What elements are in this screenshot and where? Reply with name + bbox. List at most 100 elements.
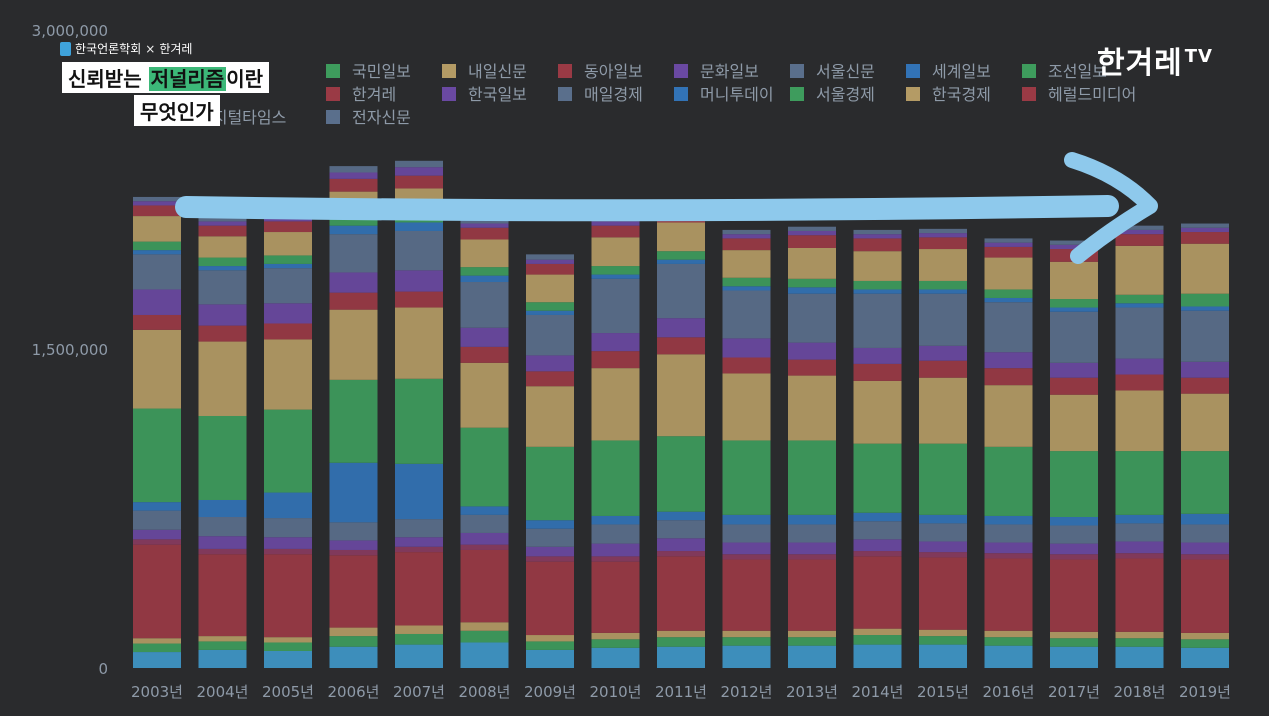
y-tick-label: 0 [98, 660, 108, 678]
bar-segment [1050, 394, 1098, 452]
bar-segment [526, 371, 574, 387]
bar-segment [919, 237, 967, 250]
bar-segment [526, 528, 574, 547]
x-tick-label: 2019년 [1179, 683, 1231, 701]
bar-segment [919, 345, 967, 361]
bar-segment [722, 542, 771, 555]
bar-segment [919, 289, 967, 294]
x-axis: 2003년 2004년 2005년 2006년 2007년 2008년 2009년 2010년… [131, 683, 1231, 701]
bar-segment [788, 342, 836, 360]
brand-logo: 한겨레 TV [1097, 38, 1213, 82]
bar-segment [133, 196, 181, 202]
bar-segment [264, 492, 312, 519]
bar-segment [853, 347, 902, 364]
bar-segment [788, 554, 836, 560]
bar-segment [460, 267, 509, 276]
bar-segment [788, 278, 836, 288]
bar-segment [919, 360, 967, 378]
x-tick-label: 2018년 [1114, 683, 1166, 701]
bar-segment [1050, 554, 1098, 560]
bar-segment [919, 557, 967, 630]
y-tick-label: 3,000,000 [32, 22, 108, 40]
bar-segment [526, 254, 574, 260]
bar-segment [591, 440, 640, 516]
society-label: 한국언론학회 [75, 42, 142, 56]
x-tick-label: 2016년 [983, 683, 1035, 701]
bar-segment [198, 636, 247, 642]
book-icon [60, 41, 71, 56]
bar-segment [198, 217, 247, 222]
title-prefix: 신뢰받는 [68, 67, 142, 91]
bar-segment [198, 554, 247, 637]
bar-segment [133, 502, 181, 511]
bar-segment [853, 380, 902, 444]
bar-segment [133, 408, 181, 503]
bar-segment [984, 630, 1033, 638]
bar-segment [722, 277, 771, 287]
separator-label: × [145, 41, 156, 56]
bar-segment [329, 627, 378, 637]
bar-stack [1050, 240, 1098, 668]
title-line-2: 무엇인가 [134, 95, 220, 126]
bar-segment [1050, 299, 1098, 308]
legend-swatch [790, 64, 804, 78]
bar-segment [591, 266, 640, 275]
bar-segment [1181, 243, 1229, 294]
bar-segment [329, 540, 378, 550]
legend-item: 헤럴드미디어 [1022, 85, 1136, 104]
bar-segment [526, 520, 574, 529]
bar-segment [395, 160, 443, 168]
legend-item: 세계일보 [906, 62, 991, 81]
bar-segment [1050, 631, 1098, 639]
bar-segment [919, 514, 967, 524]
bar-segment [853, 363, 902, 381]
x-tick-label: 2005년 [262, 683, 314, 701]
bar-segment [984, 542, 1033, 554]
bar-segment [984, 558, 1033, 631]
bar-area [133, 160, 1229, 668]
bar-segment [722, 559, 771, 631]
bar-segment [722, 554, 771, 560]
bar-segment [853, 289, 902, 294]
video-title: 신뢰받는 저널리즘 이란 무엇인가 [62, 62, 269, 126]
bar-segment [198, 325, 247, 342]
bar-segment [1050, 646, 1098, 668]
bar-segment [788, 559, 836, 631]
legend-label: 헤럴드미디어 [1048, 85, 1136, 104]
brand-tv: TV [1184, 46, 1213, 67]
bar-segment [722, 238, 771, 251]
bar-segment [264, 255, 312, 264]
bar-segment [657, 637, 705, 647]
bar-segment [853, 521, 902, 540]
bar-segment [1050, 362, 1098, 378]
legend-swatch [906, 87, 920, 101]
bar-segment [657, 511, 705, 521]
bar-segment [1181, 223, 1229, 228]
bar-segment [591, 556, 640, 562]
bar-segment [1115, 638, 1164, 647]
bar-segment [591, 333, 640, 352]
bar-segment [264, 554, 312, 638]
bar-segment [591, 524, 640, 544]
bar-segment [657, 318, 705, 338]
bar-segment [919, 644, 967, 668]
legend-item: 매일경제 [558, 85, 643, 104]
bar-segment [198, 499, 247, 518]
bar-segment [526, 355, 574, 372]
bar-segment [788, 293, 836, 343]
bar-segment [460, 239, 509, 268]
bar-segment [722, 440, 771, 515]
title-line-1: 신뢰받는 저널리즘 이란 [62, 62, 269, 93]
x-tick-label: 2011년 [655, 683, 707, 701]
bar-segment [395, 519, 443, 538]
bar-segment [264, 642, 312, 651]
bar-segment [526, 649, 574, 668]
bar-segment [591, 221, 640, 226]
bar-segment [1115, 358, 1164, 375]
title-suffix: 이란 [226, 67, 263, 91]
bar-segment [853, 556, 902, 629]
bar-segment [788, 230, 836, 236]
bar-segment [526, 635, 574, 642]
bar-segment [1115, 307, 1164, 359]
